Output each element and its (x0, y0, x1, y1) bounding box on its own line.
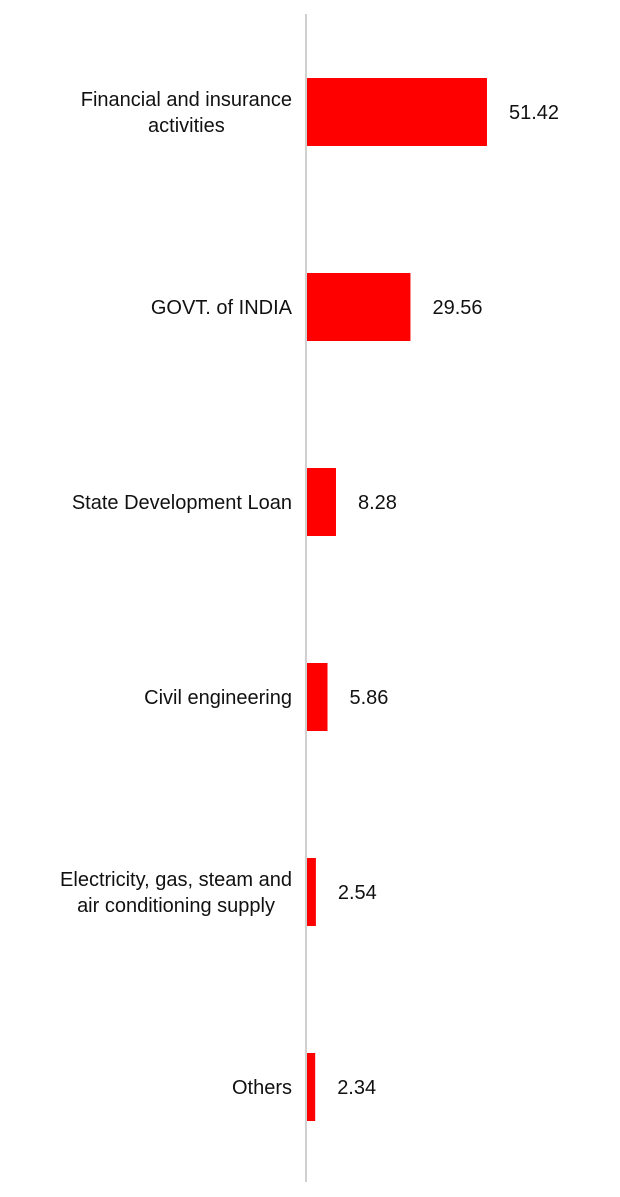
data-label: 2.54 (338, 882, 377, 904)
category-tick-label: Electricity, gas, steam and (60, 869, 292, 891)
data-label: 2.34 (337, 1077, 376, 1099)
data-label: 5.86 (350, 687, 389, 709)
bar (307, 858, 316, 926)
category-tick-label: air conditioning supply (77, 895, 275, 917)
category-tick-label: GOVT. of INDIA (151, 297, 293, 319)
data-label: 8.28 (358, 492, 397, 514)
data-label: 51.42 (509, 102, 559, 124)
bar (307, 663, 328, 731)
bar (307, 468, 336, 536)
bar (307, 273, 411, 341)
category-tick-label: State Development Loan (72, 492, 292, 514)
data-label: 29.56 (432, 297, 482, 319)
bar (307, 1053, 316, 1121)
category-tick-label: Civil engineering (144, 687, 292, 709)
category-tick-label: Financial and insurance (81, 89, 292, 111)
category-tick-label: activities (148, 115, 225, 137)
category-tick-label: Others (232, 1077, 292, 1099)
bar (307, 78, 487, 146)
